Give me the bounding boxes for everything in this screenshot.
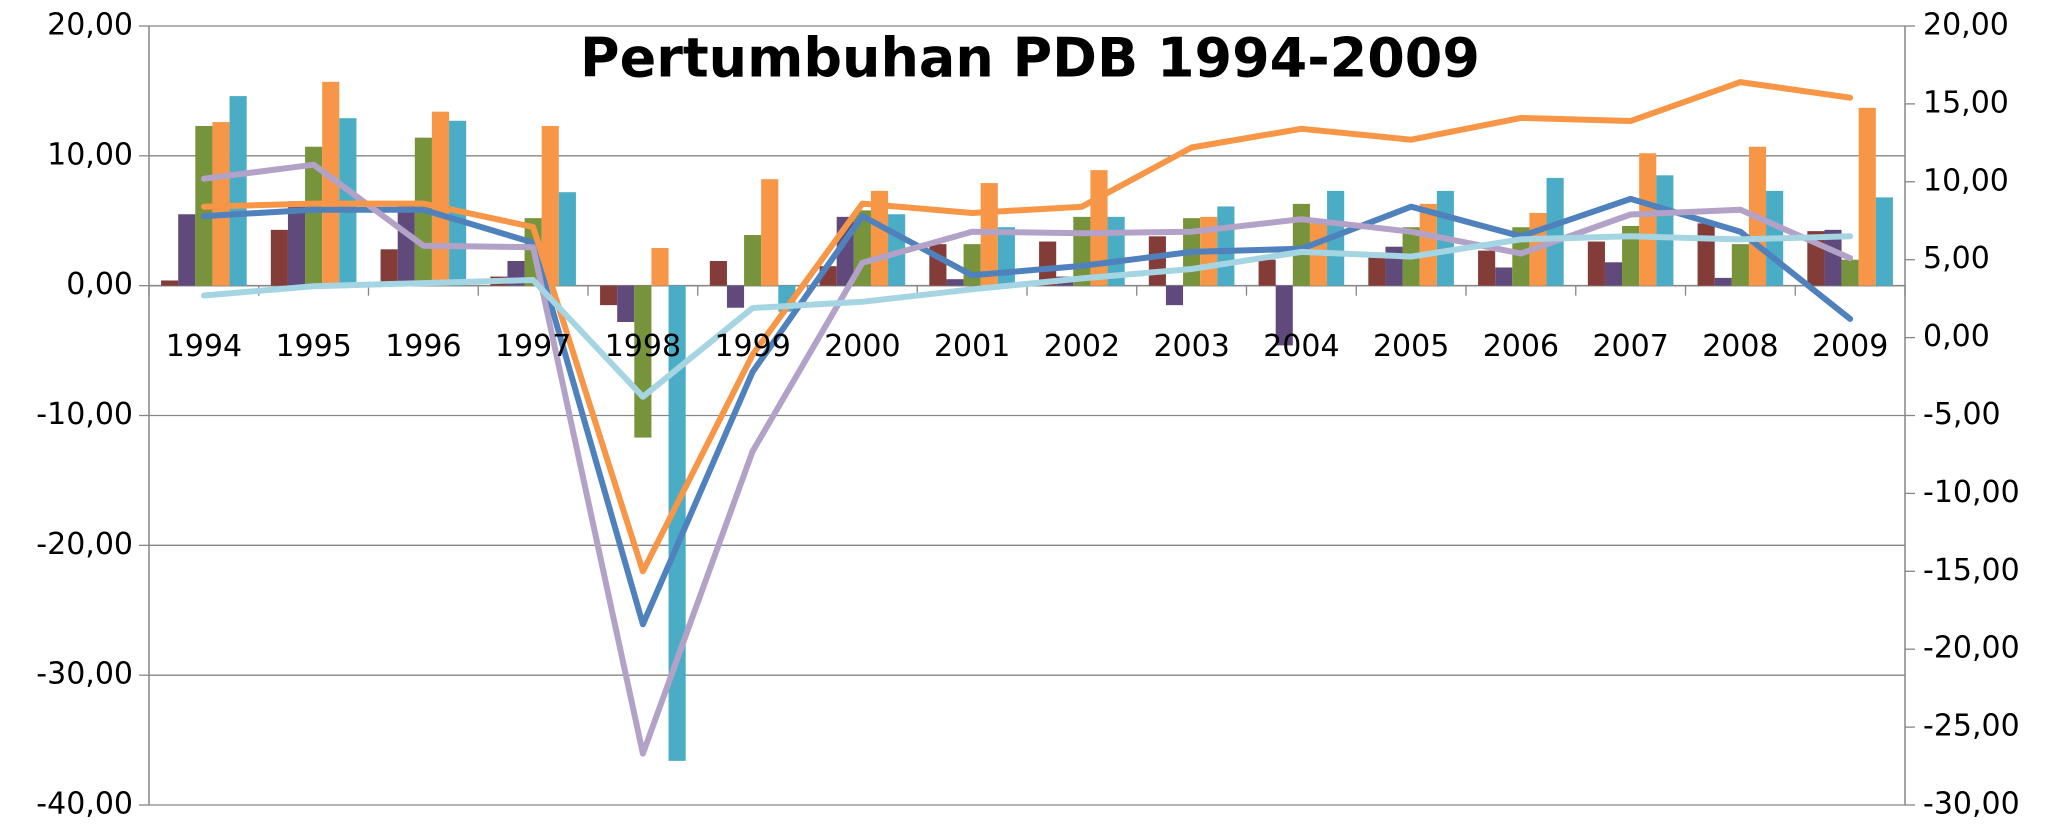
y2-tick-label: 15,00	[1923, 85, 2009, 120]
y2-tick-label: -30,00	[1923, 787, 2020, 822]
bar	[1622, 225, 1640, 286]
bar	[1478, 250, 1496, 286]
line-layer	[200, 79, 1854, 757]
bar	[287, 201, 306, 286]
bar	[558, 192, 576, 286]
bar	[634, 285, 652, 438]
bar	[963, 244, 981, 286]
bar	[1495, 267, 1513, 286]
x-tick-label: 2004	[1263, 329, 1339, 364]
bar	[1258, 259, 1276, 286]
bar	[1656, 175, 1674, 286]
bar	[541, 125, 559, 286]
bar	[946, 279, 964, 286]
x-tick-label: 2008	[1702, 329, 1778, 364]
bar	[1875, 197, 1893, 286]
bar	[380, 249, 398, 286]
bar	[1841, 259, 1859, 286]
y2-tick-label: 0,00	[1923, 319, 1990, 354]
bar	[1714, 277, 1732, 286]
bar	[744, 235, 762, 286]
x-tick-label: 2006	[1483, 329, 1559, 364]
x-tick-label: 2003	[1153, 329, 1229, 364]
x-tick-label: 1996	[385, 329, 461, 364]
y2-tick-label: -5,00	[1923, 397, 2001, 432]
bar	[600, 285, 618, 306]
bar	[1639, 153, 1657, 286]
bar	[1090, 170, 1108, 286]
y-tick-label: 20,00	[47, 8, 133, 43]
x-tick-label: 1998	[605, 329, 681, 364]
bar	[1368, 254, 1386, 286]
bar	[305, 146, 323, 286]
bar	[1731, 244, 1749, 286]
y-tick-label: -40,00	[36, 787, 133, 822]
bar	[1604, 262, 1623, 286]
x-tick-label: 2001	[934, 329, 1010, 364]
bar	[1824, 229, 1842, 286]
bar	[1858, 107, 1876, 286]
line	[200, 161, 1854, 757]
y2-tick-label: 10,00	[1923, 163, 2009, 198]
x-tick-label: 1997	[495, 329, 571, 364]
bar-layer	[161, 81, 1893, 761]
bar	[726, 285, 745, 308]
bar	[1419, 203, 1437, 286]
label-layer: Pertumbuhan PDB 1994-2009 -40,00 -30,00 -2…	[36, 8, 2019, 822]
bar	[617, 285, 635, 323]
y-tick-label: -30,00	[36, 657, 133, 692]
bar	[322, 81, 340, 286]
y2-tick-label: -20,00	[1923, 631, 2020, 666]
y2-tick-label: -15,00	[1923, 553, 2020, 588]
bar	[449, 120, 467, 286]
x-tick-label: 2009	[1812, 329, 1888, 364]
line	[200, 195, 1854, 628]
bar	[761, 179, 779, 286]
y-tick-label: 10,00	[47, 137, 133, 172]
bar	[178, 214, 196, 286]
bar	[1148, 236, 1166, 286]
x-tick-label: 1994	[166, 329, 242, 364]
y2-tick-label: -10,00	[1923, 475, 2020, 510]
bar	[1697, 223, 1715, 286]
line	[200, 79, 1854, 575]
plot-background	[139, 25, 1915, 806]
bar	[431, 111, 450, 286]
bar	[1039, 241, 1057, 286]
x-tick-label: 1995	[275, 329, 351, 364]
chart-title: Pertumbuhan PDB 1994-2009	[580, 27, 1480, 90]
y-tick-label: -10,00	[36, 397, 133, 432]
y-tick-label: -20,00	[36, 527, 133, 562]
y2-tick-label: -25,00	[1923, 709, 2020, 744]
x-tick-label: 1999	[714, 329, 790, 364]
bar	[161, 280, 179, 286]
bar	[397, 206, 415, 286]
bar	[1217, 206, 1235, 286]
bar	[1546, 177, 1564, 286]
bar	[1587, 241, 1605, 286]
line	[200, 233, 1854, 400]
bar	[1165, 285, 1184, 306]
bar	[651, 248, 669, 286]
bar	[1275, 285, 1293, 346]
x-tick-label: 2002	[1044, 329, 1120, 364]
y2-tick-label: 20,00	[1923, 8, 2009, 43]
y2-tick-label: 5,00	[1923, 241, 1990, 276]
y-tick-label: 0,00	[66, 267, 133, 302]
x-tick-label: 2005	[1373, 329, 1449, 364]
bar	[997, 227, 1015, 286]
bar	[1292, 203, 1310, 286]
bar	[709, 260, 727, 286]
bar	[1385, 246, 1403, 286]
bar	[270, 229, 288, 286]
x-tick-label: 2007	[1592, 329, 1668, 364]
bar	[229, 96, 247, 286]
x-tick-label: 2000	[824, 329, 900, 364]
